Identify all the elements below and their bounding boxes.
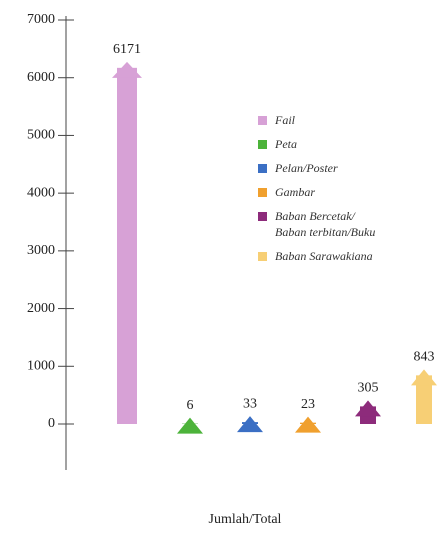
legend-item: Peta xyxy=(258,136,428,152)
legend-swatch xyxy=(258,212,267,221)
legend-swatch xyxy=(258,164,267,173)
y-tick-label: 3000 xyxy=(27,243,55,258)
legend-label: Gambar xyxy=(275,185,316,199)
legend: Fail Peta Pelan/Poster Gambar Baban Bercetak… xyxy=(258,112,428,272)
legend-swatch xyxy=(258,252,267,261)
legend-label: Pelan/Poster xyxy=(275,161,338,175)
arrow-head xyxy=(177,417,203,434)
legend-swatch xyxy=(258,116,267,125)
y-tick-label: 1000 xyxy=(27,359,55,374)
legend-label: Baban Bercetak/ Baban terbitan/Buku xyxy=(275,209,376,239)
legend-label: Fail xyxy=(275,113,295,127)
legend-item: Pelan/Poster xyxy=(258,160,428,176)
bar xyxy=(117,67,137,424)
value-label: 6171 xyxy=(113,42,141,57)
legend-item: Baban Sarawakiana xyxy=(258,248,428,264)
y-tick-label: 0 xyxy=(48,416,55,431)
y-tick-label: 2000 xyxy=(27,301,55,316)
arrow-head xyxy=(355,400,381,417)
legend-item: Baban Bercetak/ Baban terbitan/Buku xyxy=(258,208,428,240)
legend-swatch xyxy=(258,188,267,197)
arrow-head xyxy=(112,61,142,78)
legend-item: Fail xyxy=(258,112,428,128)
legend-label: Peta xyxy=(275,137,297,151)
value-label: 23 xyxy=(301,397,315,412)
value-label: 305 xyxy=(358,381,379,396)
y-tick-label: 7000 xyxy=(27,12,55,27)
arrow-head xyxy=(295,416,321,433)
legend-swatch xyxy=(258,140,267,149)
value-label: 6 xyxy=(187,398,194,413)
legend-label: Baban Sarawakiana xyxy=(275,249,373,263)
y-tick-label: 5000 xyxy=(27,128,55,143)
value-label: 843 xyxy=(414,350,435,365)
y-tick-label: 6000 xyxy=(27,70,55,85)
value-label: 33 xyxy=(243,396,257,411)
arrow-head xyxy=(237,416,263,433)
y-tick-label: 4000 xyxy=(27,185,55,200)
bar xyxy=(416,375,432,424)
x-axis-label: Jumlah/Total xyxy=(209,512,282,527)
arrow-head xyxy=(411,369,437,386)
legend-item: Gambar xyxy=(258,184,428,200)
